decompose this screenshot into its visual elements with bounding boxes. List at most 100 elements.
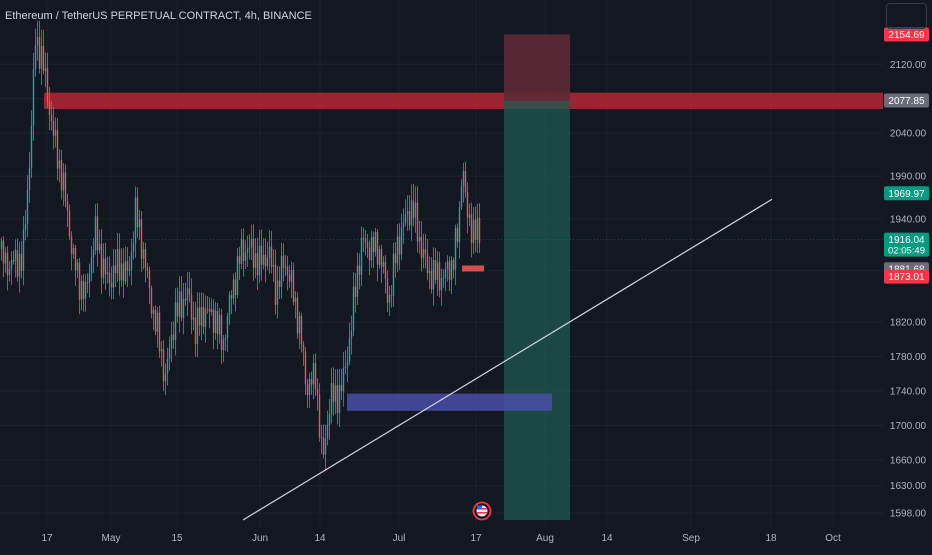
price-label-bg: [884, 186, 929, 201]
order-marker[interactable]: [462, 265, 484, 272]
candle-body: [362, 237, 365, 240]
take-profit-zone[interactable]: [504, 100, 570, 520]
candle-body: [314, 362, 317, 389]
candle-body: [210, 309, 213, 312]
candle-body: [320, 437, 323, 439]
candle-body: [292, 270, 295, 303]
candle-body: [306, 384, 309, 396]
candle-body: [248, 247, 251, 249]
candle-body: [384, 261, 387, 279]
candle-body: [0, 240, 3, 250]
price-label: 1969.97: [888, 189, 925, 200]
candle-body: [148, 270, 151, 289]
candle-body: [438, 262, 441, 291]
y-tick-label: 2120.00: [890, 60, 927, 71]
candle-body: [54, 130, 57, 136]
candle-body: [224, 338, 227, 340]
candle-body: [212, 309, 215, 334]
candle-body: [162, 349, 165, 382]
candle-body: [444, 269, 447, 278]
candle-body: [98, 243, 101, 251]
flag-event-icon[interactable]: [472, 501, 492, 521]
chart-title: Ethereum / TetherUS PERPETUAL CONTRACT, …: [5, 10, 312, 22]
candle-body: [428, 270, 431, 274]
candle-body: [366, 242, 369, 249]
candle-body: [374, 232, 377, 253]
candle-body: [436, 262, 439, 280]
candle-body: [464, 170, 467, 193]
candle-body: [410, 200, 413, 226]
candle-body: [104, 258, 107, 275]
candle-body: [312, 362, 315, 385]
candle-body: [402, 223, 405, 228]
candle-body: [220, 314, 223, 351]
x-tick-label: Sep: [682, 533, 700, 544]
candle-body: [348, 338, 351, 363]
candle-body: [278, 280, 281, 287]
candle-body: [100, 243, 103, 278]
candle-body: [432, 260, 435, 290]
x-tick-label: 14: [314, 533, 326, 544]
candle-body: [458, 207, 461, 243]
chart-settings-box[interactable]: [886, 3, 927, 29]
candle-body: [364, 239, 367, 243]
candle-body: [478, 217, 481, 243]
candle-body: [284, 266, 287, 268]
candle-body: [146, 267, 149, 271]
candle-body: [44, 68, 47, 72]
candle-body: [462, 170, 465, 187]
candle-body: [92, 249, 95, 257]
x-tick-label: 17: [41, 533, 53, 544]
candle-body: [128, 269, 131, 271]
candle-body: [196, 307, 199, 345]
candle-body: [230, 295, 233, 299]
candle-body: [158, 312, 161, 352]
candle-body: [396, 236, 399, 264]
candle-body: [454, 228, 457, 270]
resistance-zone[interactable]: [44, 92, 883, 110]
candle-body: [324, 438, 327, 455]
candle-body: [442, 277, 445, 279]
stop-loss-zone[interactable]: [504, 34, 570, 101]
candle-body: [354, 286, 357, 297]
support-zone[interactable]: [347, 393, 552, 411]
candle-body: [50, 114, 53, 122]
candle-body: [448, 261, 451, 280]
candles: [0, 20, 481, 471]
candle-body: [246, 248, 249, 253]
candle-body: [450, 259, 453, 280]
candle-body: [188, 288, 191, 295]
candle-body: [34, 44, 37, 69]
candle-body: [342, 368, 345, 392]
candle-body: [382, 261, 385, 267]
overlays[interactable]: [0, 198, 883, 521]
candle-body: [136, 197, 139, 228]
y-tick-label: 1740.00: [890, 387, 927, 398]
candle-body: [472, 219, 475, 244]
candle-body: [408, 210, 411, 226]
x-axis[interactable]: 17 May 15 Jun 14 Jul 17 Aug 14 Sep 18 Oct: [41, 533, 841, 544]
candle-body: [28, 167, 31, 191]
candle-body: [164, 373, 167, 382]
candle-body: [264, 254, 267, 267]
x-tick-label: 17: [470, 533, 482, 544]
candle-body: [52, 121, 55, 136]
candle-body: [190, 294, 193, 320]
candle-body: [304, 351, 307, 385]
candle-body: [156, 312, 159, 332]
candle-body: [138, 219, 141, 228]
candle-body: [90, 256, 93, 274]
candle-body: [38, 37, 41, 69]
candle-body: [414, 202, 417, 219]
candle-body: [46, 68, 49, 102]
trendline[interactable]: [242, 198, 773, 521]
candle-body: [326, 425, 329, 439]
zones[interactable]: [44, 34, 883, 520]
candle-body: [276, 280, 279, 305]
candle-body: [266, 257, 269, 267]
candle-body: [446, 261, 449, 270]
candle-body: [430, 270, 433, 290]
candle-body: [70, 236, 73, 254]
